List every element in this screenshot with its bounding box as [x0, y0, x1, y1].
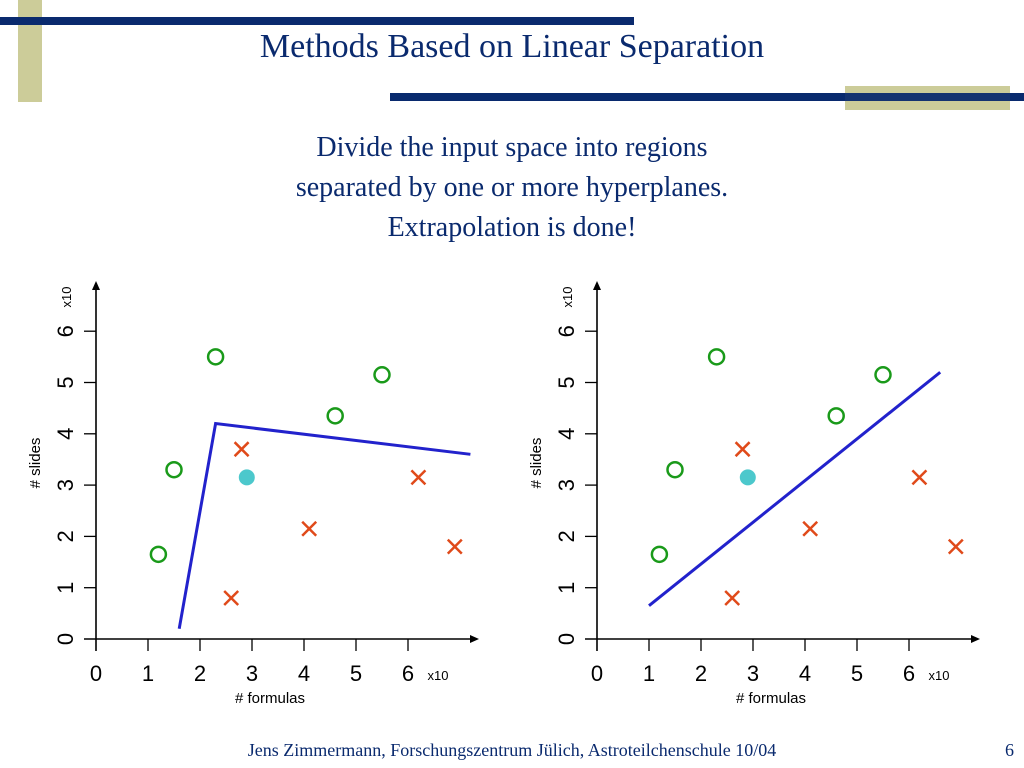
- x-multiplier-label: x10: [428, 668, 449, 683]
- class-cross-point: [301, 520, 318, 537]
- y-tick-label: 1: [53, 582, 78, 594]
- class-circle-point: [206, 348, 225, 366]
- x-tick-label: 5: [851, 661, 863, 686]
- x-axis-arrow: [470, 635, 479, 643]
- separator-line: [177, 421, 471, 630]
- x-tick-label: 2: [194, 661, 206, 686]
- header-bottom-bar-front: [390, 93, 1024, 101]
- query-point: [739, 469, 756, 486]
- class-cross-point: [446, 538, 463, 555]
- y-tick-label: 6: [53, 325, 78, 337]
- class-circle-point: [707, 348, 726, 366]
- class-cross-point: [734, 441, 751, 458]
- class-circle-point: [650, 545, 669, 564]
- subtitle-line: Divide the input space into regions: [316, 132, 708, 163]
- y-tick-label: 4: [53, 428, 78, 440]
- slide-subtitle: Divide the input space into regions sepa…: [162, 128, 862, 248]
- x-tick-label: 0: [591, 661, 603, 686]
- x-tick-label: 4: [799, 661, 811, 686]
- y-axis-arrow: [92, 281, 100, 290]
- scatter-chart-right: 0 1 2 3 4 5 6 0 1 2 3 4 5 6 # formulas x10 # slides x10: [528, 281, 980, 707]
- y-multiplier-label: x10: [59, 287, 74, 308]
- class-circle-point: [874, 366, 892, 384]
- y-tick-label: 3: [554, 479, 579, 491]
- header-top-bar: [0, 17, 634, 25]
- x-tick-label: 2: [695, 661, 707, 686]
- class-circle-point: [666, 460, 684, 479]
- x-tick-label: 3: [246, 661, 258, 686]
- y-tick-label: 1: [554, 582, 579, 594]
- scatter-chart-left: 0 1 2 3 4 5 6 0 1 2 3 4 5 6 # formulas x10 # slides x10: [27, 281, 479, 707]
- x-tick-label: 6: [402, 661, 414, 686]
- class-circle-point: [149, 545, 168, 564]
- y-tick-label: 2: [554, 530, 579, 542]
- slide-footer: Jens Zimmermann, Forschungszentrum Jülic…: [247, 740, 777, 760]
- y-tick-label: 5: [53, 376, 78, 388]
- x-tick-label: 5: [350, 661, 362, 686]
- class-circle-point: [827, 407, 845, 425]
- class-cross-point: [802, 520, 819, 537]
- x-tick-label: 1: [643, 661, 655, 686]
- slide-title: Methods Based on Linear Separation: [259, 28, 765, 65]
- y-axis-title: # slides: [27, 438, 44, 489]
- x-tick-label: 0: [90, 661, 102, 686]
- x-tick-label: 6: [903, 661, 915, 686]
- subtitle-line: Extrapolation is done!: [387, 212, 637, 243]
- x-tick-label: 1: [142, 661, 154, 686]
- y-tick-label: 6: [554, 325, 579, 337]
- class-circle-point: [326, 407, 344, 425]
- query-point: [238, 469, 255, 486]
- x-axis-title: # formulas: [235, 690, 305, 707]
- y-tick-label: 0: [554, 633, 579, 645]
- class-cross-point: [911, 469, 928, 486]
- class-circle-point: [373, 366, 391, 384]
- class-cross-point: [233, 441, 250, 458]
- y-tick-label: 0: [53, 633, 78, 645]
- x-tick-label: 3: [747, 661, 759, 686]
- y-tick-label: 2: [53, 530, 78, 542]
- subtitle-line: separated by one or more hyperplanes.: [295, 172, 729, 203]
- class-cross-point: [410, 469, 427, 486]
- page-number: 6: [1005, 740, 1014, 760]
- x-multiplier-label: x10: [929, 668, 950, 683]
- separator-line: [648, 371, 942, 607]
- x-axis-arrow: [971, 635, 980, 643]
- x-tick-label: 4: [298, 661, 310, 686]
- y-tick-label: 3: [53, 479, 78, 491]
- class-cross-point: [724, 590, 741, 606]
- class-cross-point: [947, 538, 964, 555]
- class-cross-point: [223, 590, 240, 606]
- class-circle-point: [165, 460, 183, 479]
- x-axis-title: # formulas: [736, 690, 806, 707]
- y-tick-label: 5: [554, 376, 579, 388]
- y-axis-arrow: [593, 281, 601, 290]
- y-axis-title: # slides: [528, 438, 545, 489]
- y-tick-label: 4: [554, 428, 579, 440]
- y-multiplier-label: x10: [560, 287, 575, 308]
